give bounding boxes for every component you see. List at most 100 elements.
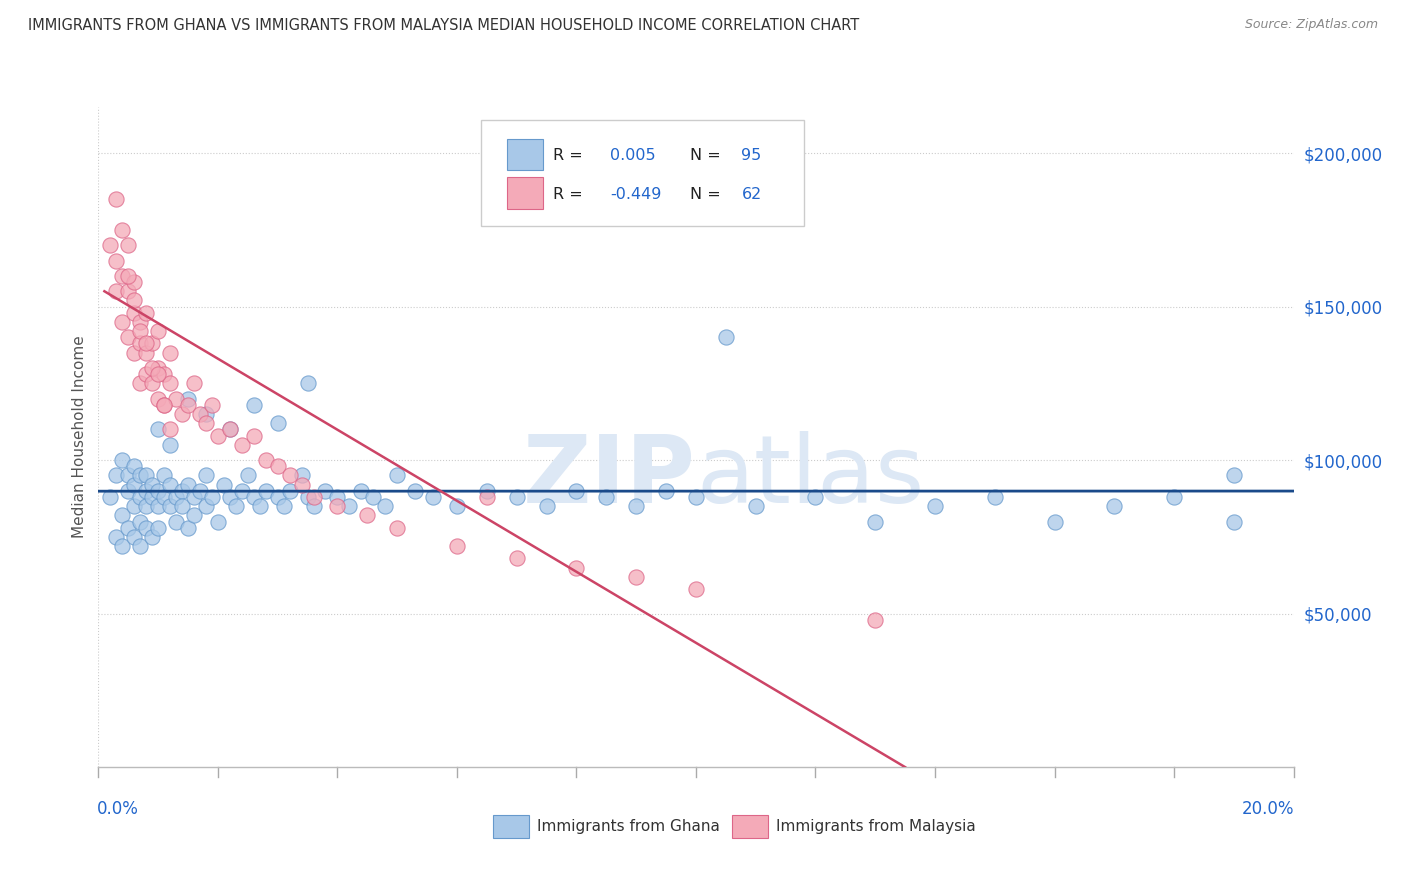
Point (243, 398, 266, 412)
Point (124, 530, 146, 544)
Point (148, 324, 170, 338)
Point (685, 490, 707, 504)
Point (141, 376, 163, 391)
Point (172, 483, 194, 498)
Point (315, 483, 337, 498)
Text: R =: R = (553, 186, 588, 202)
Point (350, 483, 373, 498)
Text: R =: R = (553, 148, 588, 163)
Point (153, 398, 176, 412)
Point (291, 468, 314, 483)
Point (984, 490, 1007, 504)
Point (267, 417, 290, 431)
FancyBboxPatch shape (508, 177, 543, 209)
FancyBboxPatch shape (508, 139, 543, 170)
Point (714, 330, 737, 344)
Point (655, 483, 678, 498)
Point (374, 499, 396, 513)
Point (195, 417, 218, 431)
Point (188, 407, 211, 421)
Point (129, 376, 152, 391)
Text: Immigrants from Ghana: Immigrants from Ghana (537, 819, 720, 834)
Point (1104, 499, 1126, 513)
Point (536, 499, 558, 513)
Point (475, 490, 498, 504)
Point (302, 490, 325, 504)
Point (1163, 490, 1185, 504)
Y-axis label: Median Household Income: Median Household Income (72, 335, 87, 539)
Point (201, 398, 224, 412)
Point (804, 490, 827, 504)
Point (865, 515, 887, 529)
Text: atlas: atlas (696, 431, 924, 523)
Point (626, 570, 648, 584)
Point (177, 477, 200, 491)
Point (595, 490, 617, 504)
Point (117, 285, 139, 299)
Point (111, 223, 134, 237)
Point (129, 315, 152, 329)
Point (177, 398, 200, 412)
Point (135, 499, 157, 513)
Text: Source: ZipAtlas.com: Source: ZipAtlas.com (1244, 18, 1378, 31)
Point (124, 293, 146, 308)
Text: IMMIGRANTS FROM GHANA VS IMMIGRANTS FROM MALAYSIA MEDIAN HOUSEHOLD INCOME CORREL: IMMIGRANTS FROM GHANA VS IMMIGRANTS FROM… (28, 18, 859, 33)
Point (207, 428, 229, 442)
Point (148, 499, 170, 513)
Point (924, 499, 946, 513)
Point (195, 468, 218, 483)
Point (141, 477, 163, 491)
Point (105, 253, 128, 268)
Point (148, 422, 170, 436)
Point (111, 508, 134, 523)
Point (172, 407, 194, 421)
Point (254, 453, 277, 467)
Point (385, 521, 409, 535)
Point (267, 490, 290, 504)
Point (159, 422, 181, 436)
Point (446, 499, 468, 513)
Point (129, 490, 152, 504)
Point (249, 499, 271, 513)
Point (183, 490, 205, 504)
Point (363, 490, 385, 504)
Point (1223, 468, 1246, 483)
Point (135, 468, 157, 483)
Text: ZIP: ZIP (523, 431, 696, 523)
Point (565, 560, 588, 574)
Point (302, 499, 325, 513)
Point (385, 468, 409, 483)
Point (153, 468, 176, 483)
Point (124, 459, 146, 474)
Point (141, 361, 163, 376)
Point (105, 192, 128, 206)
Text: 0.0%: 0.0% (97, 800, 139, 818)
Point (745, 499, 768, 513)
Point (475, 483, 498, 498)
Text: 20.0%: 20.0% (1243, 800, 1295, 818)
Point (129, 324, 152, 338)
Point (159, 477, 181, 491)
Point (297, 490, 319, 504)
Point (124, 306, 146, 320)
Point (177, 521, 200, 535)
Point (153, 367, 176, 381)
Point (135, 345, 157, 359)
Point (153, 398, 176, 412)
Point (225, 499, 247, 513)
Point (124, 499, 146, 513)
Text: 95: 95 (741, 148, 762, 163)
Point (188, 483, 211, 498)
FancyBboxPatch shape (481, 120, 804, 226)
Point (111, 315, 134, 329)
Point (148, 392, 170, 406)
Point (278, 483, 301, 498)
Point (278, 468, 301, 483)
Point (565, 483, 588, 498)
Point (135, 521, 157, 535)
Point (129, 336, 152, 351)
Point (105, 468, 128, 483)
Point (135, 483, 157, 498)
Point (111, 539, 134, 553)
Point (231, 438, 253, 452)
